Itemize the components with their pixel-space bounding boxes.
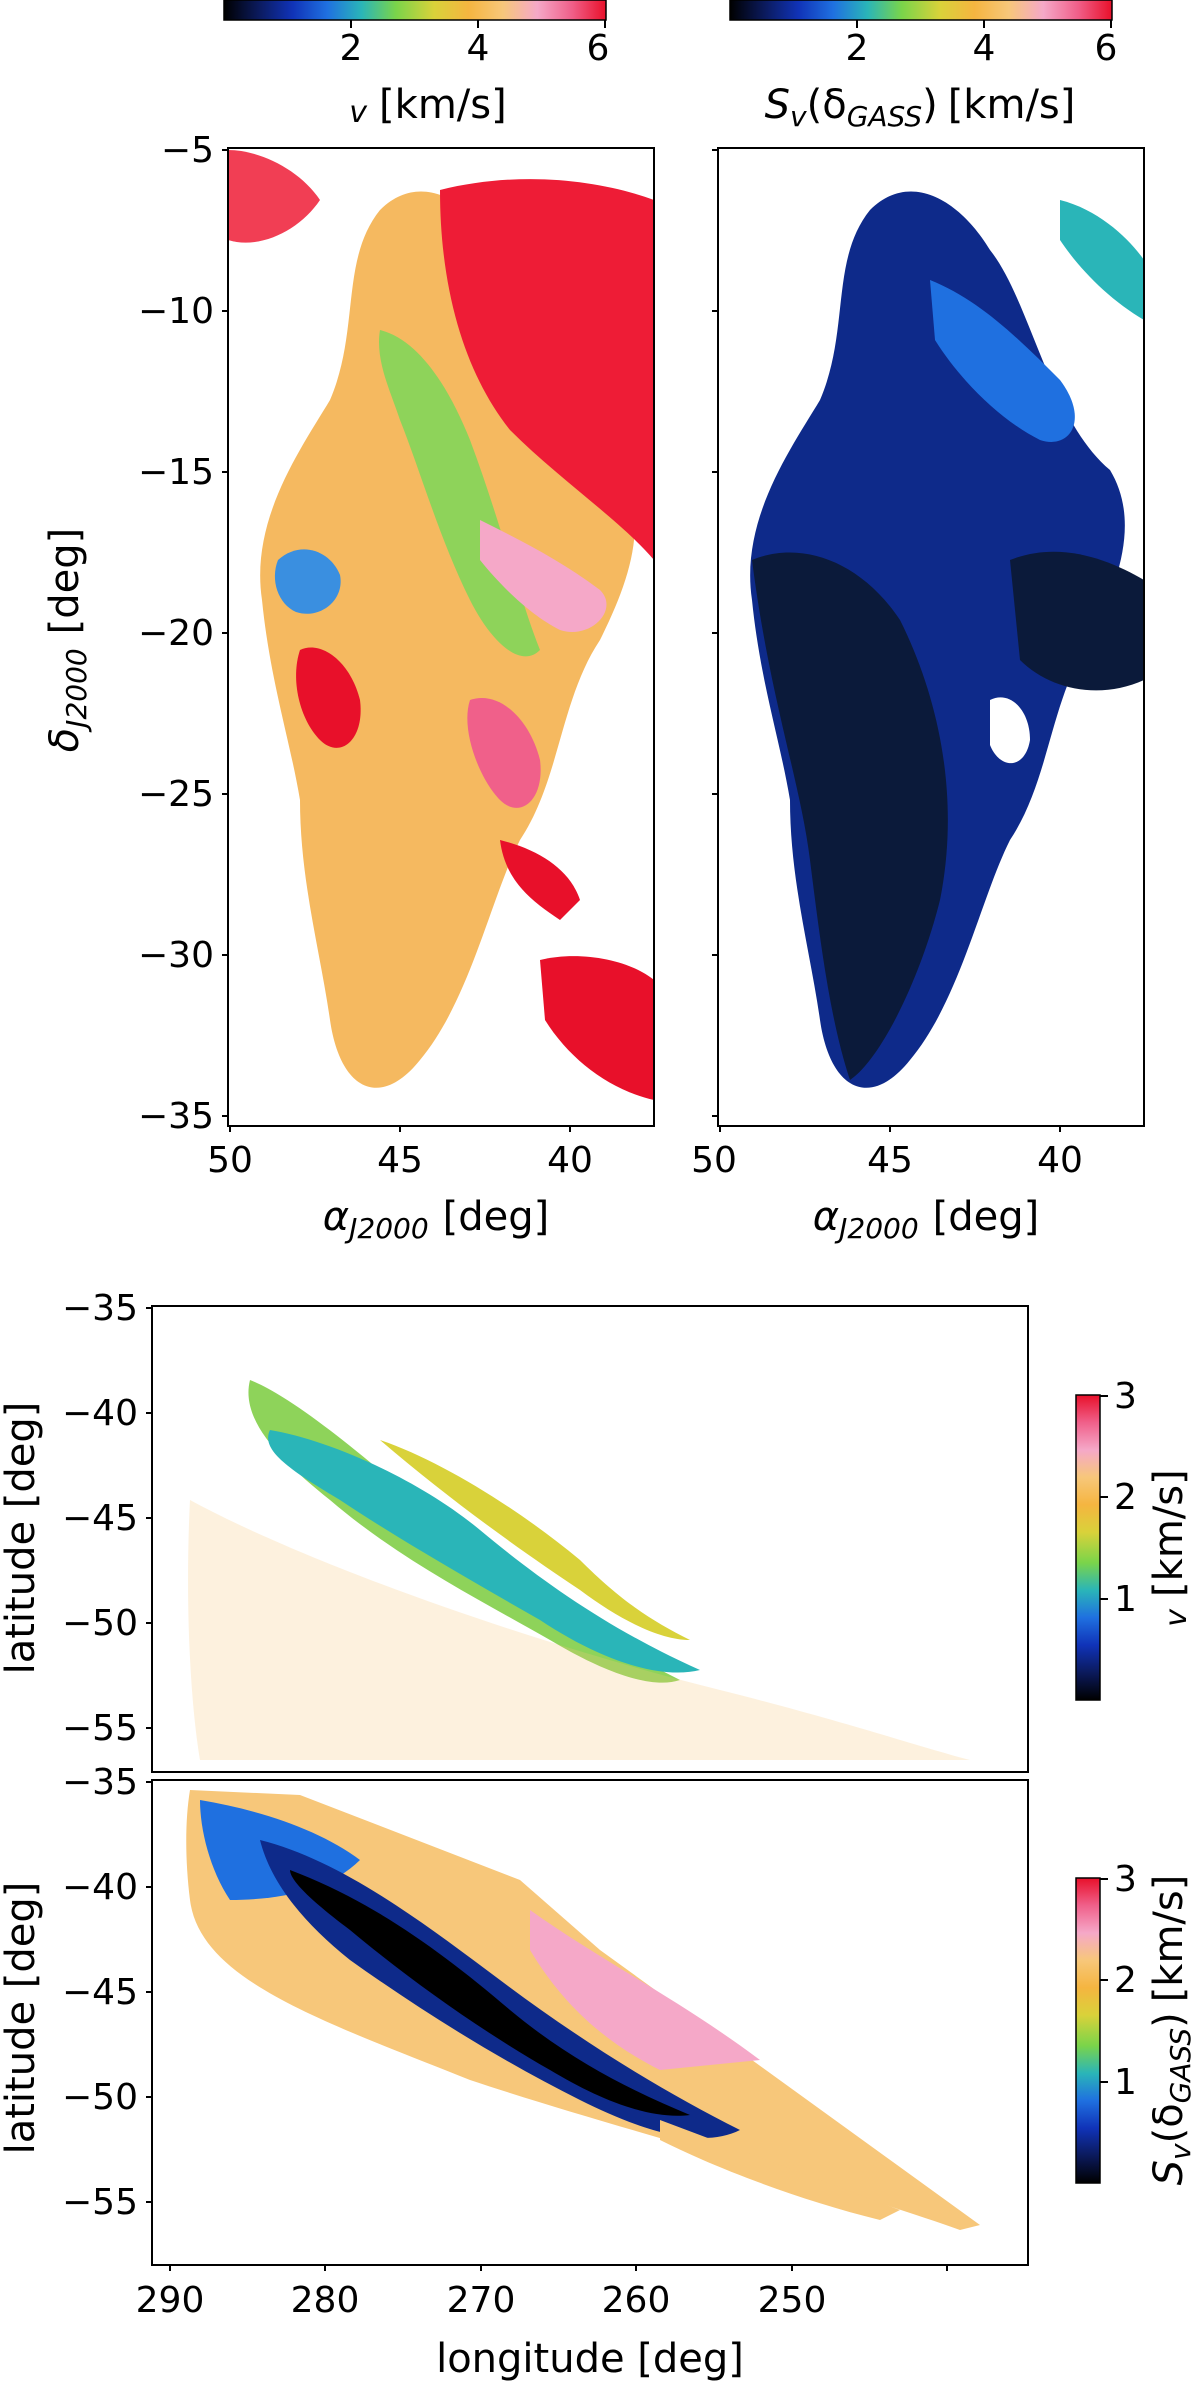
- emission-region: [540, 956, 654, 1100]
- plot-frame: [717, 147, 1145, 1127]
- y-tick-label: −55: [62, 1708, 138, 1749]
- y-tick-label: −55: [62, 2182, 138, 2223]
- x-axis-top-right: 50 45 40 αJ2000 [deg]: [691, 149, 1083, 1245]
- y-tick-label: −5: [161, 130, 214, 171]
- colorbar-tick-label: 2: [1114, 1960, 1137, 2001]
- emission-region: [990, 697, 1030, 764]
- colorbar-tick-label: 1: [1114, 1579, 1137, 1620]
- x-axis-label: longitude [deg]: [436, 2336, 744, 2382]
- colorbar-tick-label: 3: [1114, 1859, 1137, 1900]
- plot-frame: [151, 1779, 1029, 2266]
- y-tick-label: −50: [62, 2077, 138, 2118]
- y-tick-label: −25: [138, 774, 214, 815]
- emission-region: [500, 840, 580, 920]
- x-axis-label: αJ2000 [deg]: [323, 1194, 550, 1245]
- panel-bottom-upper: −35 −40 −45 −50 −55 latitude [deg]: [0, 1288, 1029, 1773]
- panel-bottom-lower: −35 −40 −45 −50 −55 latitude [deg] 290 2…: [0, 1762, 1029, 2382]
- y-tick-label: −35: [62, 1288, 138, 1329]
- y-tick-label: −45: [62, 1498, 138, 1539]
- emission-region: [930, 280, 1075, 442]
- x-tick-label: 280: [291, 2280, 360, 2321]
- y-axis-label: latitude [deg]: [0, 1402, 44, 1675]
- emission-region: [1060, 200, 1144, 320]
- panel-top-left: [227, 147, 655, 1127]
- plot-frame: [151, 1305, 1029, 1773]
- y-tick-label: −40: [62, 1867, 138, 1908]
- colorbar-label: Sv(δGASS)[km/s]: [765, 82, 1076, 133]
- y-tick-label: −15: [138, 452, 214, 493]
- x-tick-label: 40: [547, 1140, 593, 1181]
- heatmap-velocity: [228, 148, 654, 1126]
- x-tick-label: 40: [1037, 1140, 1083, 1181]
- y-axis-label: latitude [deg]: [0, 1882, 44, 2155]
- emission-region: [290, 1870, 690, 2116]
- y-tick-label: −45: [62, 1972, 138, 2013]
- emission-region: [296, 647, 361, 748]
- emission-region: [268, 1430, 700, 1673]
- x-tick-label: 45: [867, 1140, 913, 1181]
- y-tick-label: −20: [138, 613, 214, 654]
- emission-region: [1010, 551, 1144, 691]
- colorbar-gradient: [1075, 1877, 1101, 2184]
- emission-region: [752, 552, 948, 1080]
- y-tick-label: −30: [138, 935, 214, 976]
- emission-region: [660, 2120, 900, 2220]
- y-axis-label: δJ2000[deg]: [42, 528, 93, 753]
- colorbar-tick-label: 3: [1114, 1376, 1137, 1417]
- x-tick-label: 260: [602, 2280, 671, 2321]
- x-tick-label: 270: [447, 2280, 516, 2321]
- colorbar-gradient: [223, 0, 607, 21]
- y-tick-label: −35: [62, 1762, 138, 1803]
- emission-region: [228, 150, 320, 243]
- emission-region: [182, 1318, 980, 1764]
- colorbar-bottom-lower: 1 2 3 Sv(δGASS)[km/s]: [1075, 1859, 1197, 2186]
- x-tick-label: 50: [691, 1140, 737, 1181]
- x-tick-label: 290: [136, 2280, 205, 2321]
- x-tick-label: 250: [758, 2280, 827, 2321]
- colorbar-bottom-upper: 1 2 3 v[km/s]: [1075, 1376, 1194, 1701]
- colorbar-label: v[km/s]: [1146, 1469, 1194, 1626]
- colorbar-tick-label: 4: [973, 28, 996, 69]
- x-axis-top-left: 50 45 40 αJ2000 [deg]: [207, 1126, 593, 1245]
- heatmap-dispersion: [718, 148, 1144, 1126]
- colorbar-gradient: [729, 0, 1113, 21]
- colorbar-top-left: 2 4 6 v [km/s]: [223, 0, 610, 130]
- y-axis-top-left: −5 −10 −15 −20 −25 −30 −35 δJ2000[deg]: [42, 130, 228, 1137]
- heatmap-dispersion-galactic: [186, 1790, 980, 2230]
- colorbar-tick-label: 6: [1095, 28, 1118, 69]
- colorbar-label: Sv(δGASS)[km/s]: [1146, 1875, 1197, 2186]
- x-tick-label: 45: [377, 1140, 423, 1181]
- colorbar-label: v[km/s]: [349, 82, 506, 130]
- colorbar-top-right: 2 4 6 Sv(δGASS) [km/s]: [729, 0, 1118, 133]
- y-tick-label: −50: [62, 1603, 138, 1644]
- plot-frame: [227, 147, 655, 1127]
- emission-region: [380, 1440, 690, 1640]
- x-axis-label: αJ2000 [deg]: [813, 1194, 1040, 1245]
- emission-region: [188, 1500, 971, 1760]
- heatmap-velocity-galactic: [182, 1318, 980, 1764]
- colorbar-tick-label: 4: [467, 28, 490, 69]
- y-tick-label: −10: [138, 291, 214, 332]
- emission-region: [467, 698, 541, 808]
- emission-region: [530, 1910, 760, 2070]
- x-tick-label: 50: [207, 1140, 253, 1181]
- colorbar-tick-label: 2: [1114, 1477, 1137, 1518]
- y-tick-label: −40: [62, 1393, 138, 1434]
- panel-top-right: [717, 147, 1145, 1127]
- emission-region: [480, 520, 607, 632]
- emission-region: [440, 179, 654, 560]
- colorbar-tick-label: 6: [587, 28, 610, 69]
- colorbar-tick-label: 2: [340, 28, 363, 69]
- emission-region: [274, 549, 341, 614]
- colorbar-tick-label: 1: [1114, 2062, 1137, 2103]
- colorbar-tick-label: 2: [846, 28, 869, 69]
- y-tick-label: −35: [138, 1096, 214, 1137]
- colorbar-gradient: [1075, 1394, 1101, 1701]
- emission-region: [248, 1380, 680, 1683]
